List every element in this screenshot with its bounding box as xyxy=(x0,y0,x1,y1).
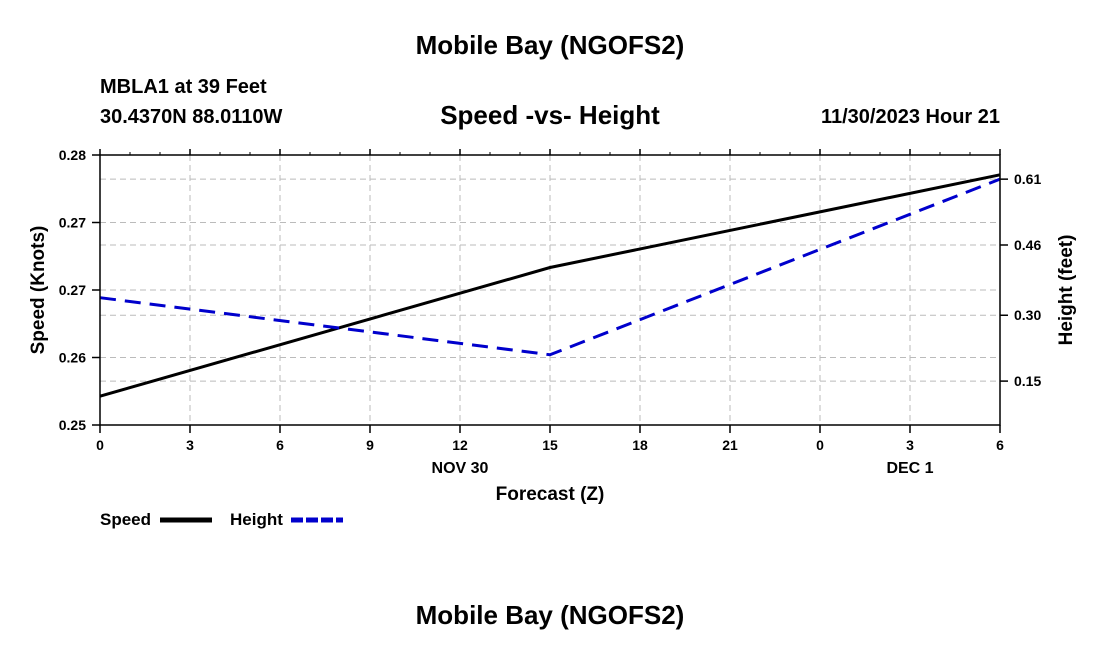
y-tick-label: 0.26 xyxy=(59,350,86,366)
x-tick-label: 3 xyxy=(906,437,914,453)
chart-title: Speed -vs- Height xyxy=(440,100,660,130)
x-tick-label: 12 xyxy=(452,437,468,453)
page-title: Mobile Bay (NGOFS2) xyxy=(415,30,685,60)
y-axis-label: Speed (Knots) xyxy=(28,226,49,355)
x-tick-label: 3 xyxy=(186,437,194,453)
legend: Speed Height xyxy=(100,510,343,529)
y-tick-label: 0.27 xyxy=(59,215,86,231)
station-label: MBLA1 at 39 Feet xyxy=(100,76,267,98)
x-tick-label: 0 xyxy=(816,437,824,453)
legend-label-speed: Speed xyxy=(100,510,151,529)
series-line-speed xyxy=(99,173,1001,398)
x-tick-label: 21 xyxy=(722,437,738,453)
grid-lines xyxy=(100,155,1000,425)
y2-tick-label: 0.46 xyxy=(1014,237,1041,253)
page-title-bottom: Mobile Bay (NGOFS2) xyxy=(415,600,685,630)
y2-tick-label: 0.61 xyxy=(1014,171,1041,187)
x-tick-label: 9 xyxy=(366,437,374,453)
y2-axis-label: Height (feet) xyxy=(1056,235,1077,346)
x-tick-label: 6 xyxy=(276,437,284,453)
x-date-label: NOV 30 xyxy=(432,460,489,477)
y-tick-label: 0.25 xyxy=(59,417,86,433)
x-tick-label: 6 xyxy=(996,437,1004,453)
y-tick-label: 0.27 xyxy=(59,282,86,298)
legend-label-height: Height xyxy=(230,510,283,529)
x-date-label: DEC 1 xyxy=(886,460,933,477)
axis-labels: 0 3 6 9 12 15 18 21 0 3 6 0.25 0.26 0.27 0.27 0.28 0.15 0… xyxy=(28,147,1077,505)
x-tick-label: 18 xyxy=(632,437,648,453)
series-line-height xyxy=(99,177,1001,357)
plot-series xyxy=(99,173,1001,398)
axis-ticks xyxy=(92,149,1008,433)
x-tick-label: 15 xyxy=(542,437,558,453)
chart: 0 3 6 9 12 15 18 21 0 3 6 0.25 0.26 0.27 0.27 0.28 0.15 0… xyxy=(28,147,1077,529)
x-tick-label: 0 xyxy=(96,437,104,453)
y2-tick-label: 0.30 xyxy=(1014,307,1041,323)
station-coordinates: 30.4370N 88.0110W xyxy=(100,106,283,128)
x-axis-label: Forecast (Z) xyxy=(496,484,605,505)
y2-tick-label: 0.15 xyxy=(1014,373,1041,389)
forecast-datetime: 11/30/2023 Hour 21 xyxy=(820,106,1000,128)
y-tick-label: 0.28 xyxy=(59,147,86,163)
